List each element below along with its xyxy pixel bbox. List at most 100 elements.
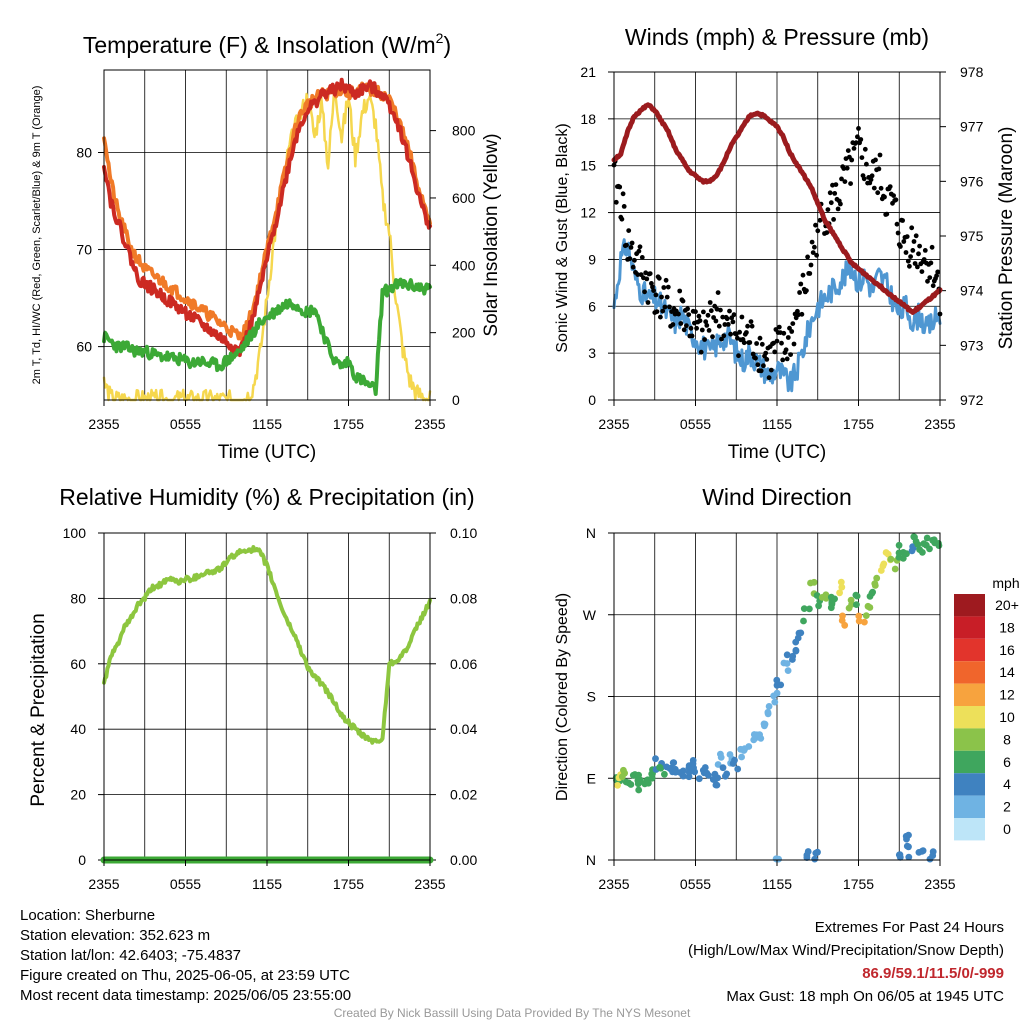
rh-chart-title: Relative Humidity (%) & Precipitation (i… xyxy=(59,484,474,510)
gust-point xyxy=(689,333,695,339)
direction-point xyxy=(914,541,922,548)
direction-point xyxy=(656,763,663,771)
gust-point xyxy=(798,281,804,287)
gust-point xyxy=(620,191,626,197)
direction-point xyxy=(661,770,668,778)
direction-point xyxy=(880,560,888,568)
wind-y-tick-label: 12 xyxy=(580,205,596,221)
gust-point xyxy=(905,258,911,264)
gust-point xyxy=(781,330,787,336)
gust-point xyxy=(757,335,763,341)
temp-x-tick-label: 0555 xyxy=(170,416,201,432)
rh-y-tick-label: 0 xyxy=(78,852,86,868)
gust-point xyxy=(704,323,710,328)
gust-point xyxy=(828,200,834,206)
gust-point xyxy=(677,288,683,294)
direction-point xyxy=(806,605,813,613)
gust-point xyxy=(653,292,659,298)
gust-point xyxy=(730,319,736,325)
gust-point xyxy=(676,311,681,317)
direction-point xyxy=(800,605,808,612)
direction-point xyxy=(884,550,892,558)
direction-point xyxy=(783,651,791,659)
gust-point xyxy=(858,137,864,142)
gust-point xyxy=(661,285,667,290)
gust-point xyxy=(707,300,713,305)
gust-point xyxy=(842,179,848,185)
temp-x-tick-label: 1755 xyxy=(333,416,364,432)
gust-point xyxy=(617,184,623,190)
direction-point xyxy=(770,692,777,700)
info-location: Location: Sherburne xyxy=(20,907,156,924)
direction-point xyxy=(891,565,899,573)
direction-y-tick-label: W xyxy=(583,607,597,623)
gust-point xyxy=(678,321,684,326)
gust-point xyxy=(722,322,728,327)
gust-point xyxy=(833,182,839,188)
gust-point xyxy=(919,269,925,274)
direction-point xyxy=(679,772,687,780)
gust-point xyxy=(808,262,814,268)
gust-point xyxy=(736,353,741,359)
speed-legend-swatch xyxy=(954,773,985,796)
gust-point xyxy=(766,375,772,381)
direction-point xyxy=(784,667,792,674)
gust-point xyxy=(728,331,733,337)
gust-point xyxy=(877,152,883,158)
gust-point xyxy=(871,185,877,191)
speed-legend-swatch xyxy=(954,818,985,841)
direction-point xyxy=(910,533,918,541)
gust-point xyxy=(901,239,907,244)
gust-point xyxy=(660,308,666,314)
gust-point xyxy=(693,309,698,315)
gust-point xyxy=(908,254,913,259)
speed-legend-swatch xyxy=(954,661,985,684)
rh-y2-tick-label: 0.02 xyxy=(450,787,477,803)
direction-point xyxy=(916,546,923,553)
wind-x-tick-label: 2355 xyxy=(924,416,955,432)
direction-point xyxy=(935,540,942,547)
gust-point xyxy=(724,316,730,322)
direction-point xyxy=(836,589,843,597)
speed-legend-swatch xyxy=(954,706,985,729)
credit-line: Created By Nick Bassill Using Data Provi… xyxy=(333,1006,691,1020)
gust-point xyxy=(805,254,810,260)
wind-y-tick-label: 15 xyxy=(580,158,596,174)
direction-point xyxy=(811,855,819,863)
gust-point xyxy=(721,333,727,339)
gust-point xyxy=(894,221,900,227)
temp-title-tail: ) xyxy=(443,32,451,58)
direction-point xyxy=(853,601,860,608)
direction-point xyxy=(685,769,693,776)
direction-point xyxy=(731,756,738,764)
temp-chart-title: Temperature (F) & Insolation (W/m2) xyxy=(83,30,451,58)
info-created: Figure created on Thu, 2025-06-05, at 23… xyxy=(20,967,350,984)
gust-point xyxy=(912,261,918,266)
temp-x-tick-label: 2355 xyxy=(88,416,119,432)
gust-point xyxy=(680,298,686,304)
gust-point xyxy=(741,340,747,346)
gust-point xyxy=(788,352,793,357)
direction-point xyxy=(738,753,745,761)
gust-point xyxy=(764,357,770,362)
direction-point xyxy=(887,555,895,563)
gust-point xyxy=(632,257,637,263)
direction-point xyxy=(764,708,772,716)
gust-point xyxy=(703,319,709,325)
extremes-title: Extremes For Past 24 Hours xyxy=(814,919,1004,936)
gust-point xyxy=(875,190,881,196)
gust-point xyxy=(900,218,905,223)
gust-point xyxy=(804,288,809,293)
gust-point xyxy=(799,311,805,317)
gust-point xyxy=(814,252,819,258)
temp-title-superscript: 2 xyxy=(436,30,444,46)
gust-point xyxy=(856,125,861,131)
direction-point xyxy=(800,617,807,625)
station-pressure-line xyxy=(611,102,943,315)
temp-y2-tick-label: 800 xyxy=(452,123,476,139)
direction-point xyxy=(848,601,855,608)
gust-point xyxy=(832,191,838,196)
temp-y2-tick-label: 0 xyxy=(452,392,460,408)
temp-y-axis-label: 2m T, Td, HI/WC (Red, Green, Scarlet/Blu… xyxy=(31,86,43,385)
gust-point xyxy=(797,290,802,295)
